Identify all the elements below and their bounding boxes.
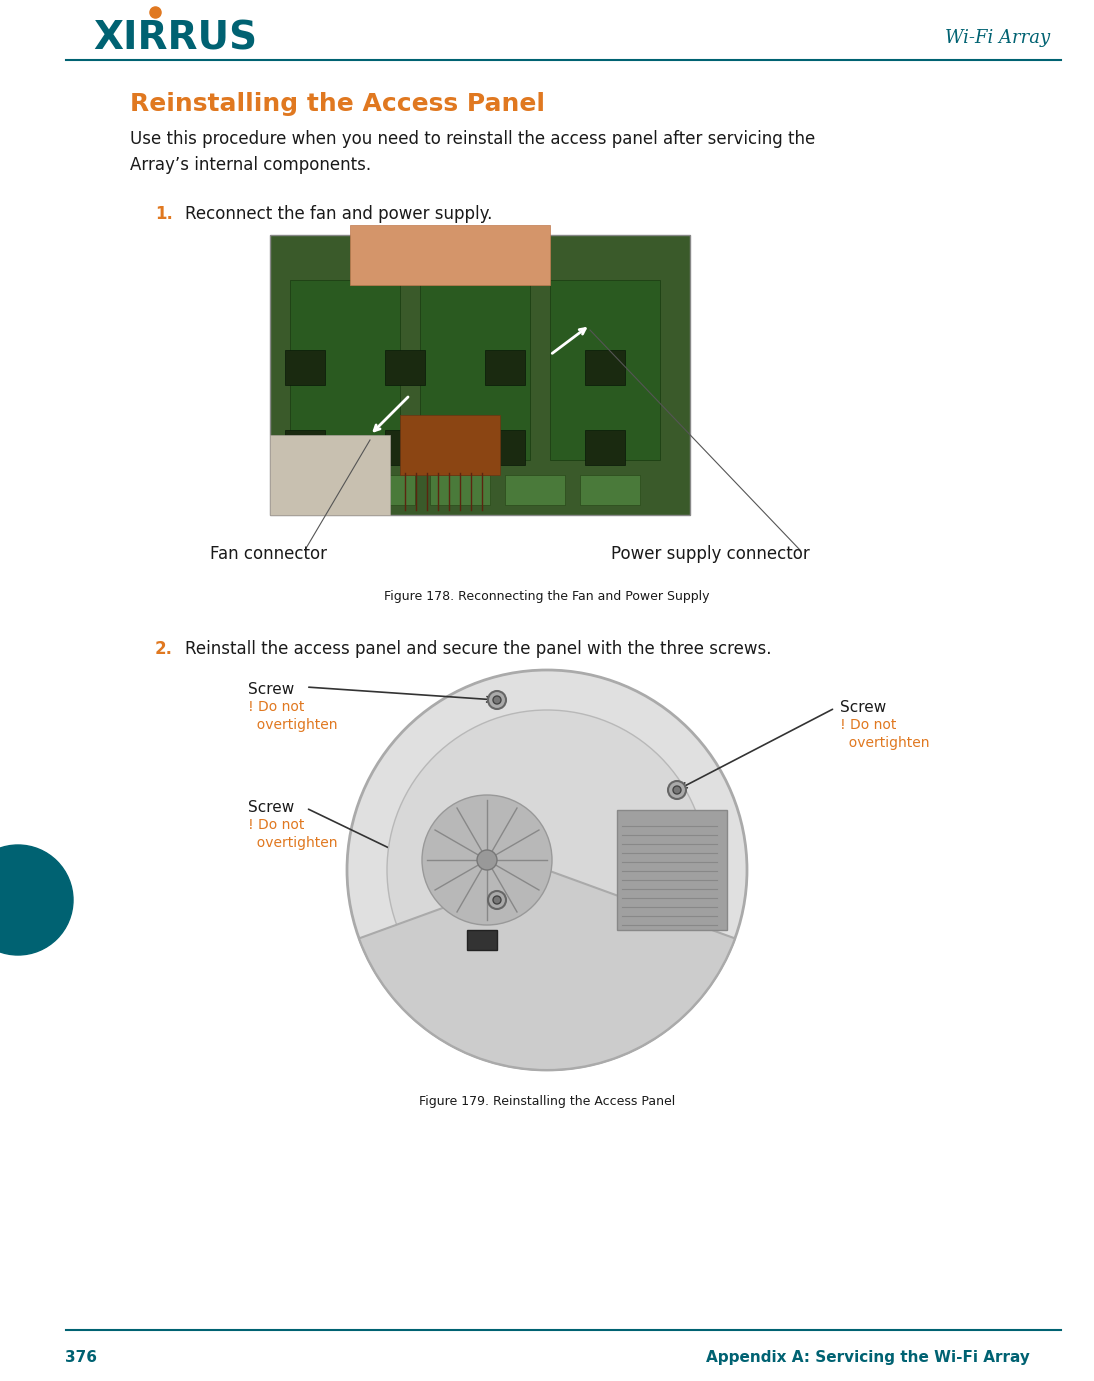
Text: ! Do not
  overtighten: ! Do not overtighten (840, 718, 930, 750)
Text: Wi-Fi Array: Wi-Fi Array (945, 29, 1050, 47)
Bar (354, 475, 415, 505)
Circle shape (0, 845, 73, 956)
Circle shape (668, 782, 686, 800)
Text: Appendix A: Servicing the Wi-Fi Array: Appendix A: Servicing the Wi-Fi Array (706, 1351, 1029, 1364)
Text: Power supply connector: Power supply connector (612, 545, 810, 563)
Circle shape (477, 849, 497, 870)
Circle shape (673, 786, 680, 794)
Text: Screw: Screw (840, 700, 886, 715)
Circle shape (488, 891, 507, 909)
Circle shape (347, 670, 747, 1070)
Bar (585, 429, 625, 465)
Bar (270, 235, 690, 515)
Wedge shape (359, 870, 735, 1070)
Circle shape (493, 896, 501, 905)
Text: XIRRUS: XIRRUS (93, 19, 257, 57)
Bar (420, 280, 529, 460)
Text: ! Do not
  overtighten: ! Do not overtighten (248, 700, 338, 732)
Circle shape (488, 690, 507, 708)
Text: Reconnect the fan and power supply.: Reconnect the fan and power supply. (185, 204, 492, 222)
Bar (286, 349, 325, 385)
Text: Fan connector: Fan connector (210, 545, 327, 563)
Bar (485, 349, 525, 385)
Bar (385, 429, 424, 465)
Circle shape (422, 795, 552, 925)
Text: Screw: Screw (248, 800, 294, 815)
Text: Screw: Screw (248, 682, 294, 697)
Text: Figure 179. Reinstalling the Access Panel: Figure 179. Reinstalling the Access Pane… (419, 1095, 675, 1108)
Text: 1.: 1. (155, 204, 173, 222)
Bar (505, 475, 565, 505)
Bar (280, 475, 340, 505)
Text: ! Do not
  overtighten: ! Do not overtighten (248, 818, 338, 851)
Text: Reinstalling the Access Panel: Reinstalling the Access Panel (130, 93, 545, 116)
Bar (350, 225, 550, 284)
Bar (617, 811, 728, 929)
Bar (286, 429, 325, 465)
Circle shape (387, 710, 707, 1030)
Bar (467, 929, 497, 950)
Text: 376: 376 (65, 1351, 97, 1364)
Text: Use this procedure when you need to reinstall the access panel after servicing t: Use this procedure when you need to rein… (130, 130, 815, 174)
Bar (485, 429, 525, 465)
Bar (385, 349, 424, 385)
Bar (270, 435, 389, 515)
Text: Figure 178. Reconnecting the Fan and Power Supply: Figure 178. Reconnecting the Fan and Pow… (384, 590, 710, 603)
Circle shape (493, 696, 501, 704)
Bar (290, 280, 400, 460)
Bar (400, 416, 500, 475)
Bar (430, 475, 490, 505)
Text: 2.: 2. (155, 639, 173, 657)
Text: Reinstall the access panel and secure the panel with the three screws.: Reinstall the access panel and secure th… (185, 639, 771, 657)
Bar (550, 280, 660, 460)
Bar (580, 475, 640, 505)
Bar (585, 349, 625, 385)
